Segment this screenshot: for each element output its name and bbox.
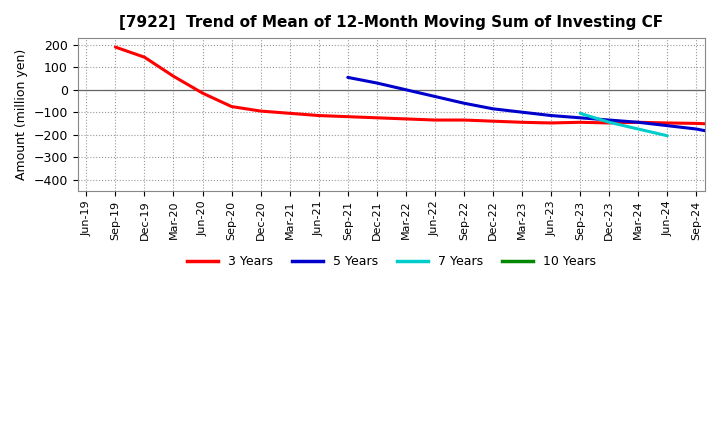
Legend: 3 Years, 5 Years, 7 Years, 10 Years: 3 Years, 5 Years, 7 Years, 10 Years [181,250,601,273]
Title: [7922]  Trend of Mean of 12-Month Moving Sum of Investing CF: [7922] Trend of Mean of 12-Month Moving … [120,15,663,30]
Y-axis label: Amount (million yen): Amount (million yen) [15,49,28,180]
